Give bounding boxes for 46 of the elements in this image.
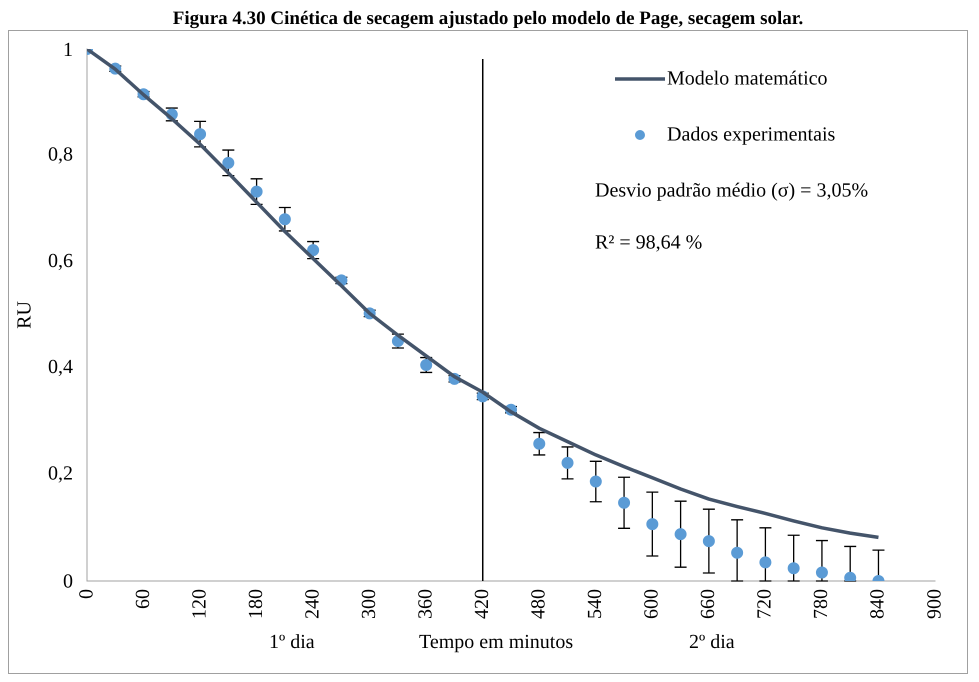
x-tick-label: 420 — [470, 589, 493, 619]
x-tick-label: 180 — [244, 589, 267, 619]
x-tick-label: 240 — [301, 589, 324, 619]
point — [759, 556, 772, 568]
text: 2º dia — [689, 631, 735, 654]
x-tick-label: 480 — [528, 589, 550, 619]
point — [788, 562, 800, 574]
point — [646, 518, 658, 530]
chart-title: Figura 4.30 Cinética de secagem ajustado pelo modelo de Page, secagem solar. — [172, 8, 804, 30]
x-tick-label: 360 — [414, 589, 436, 619]
point — [618, 496, 630, 509]
x-axis-title: Tempo em minutos — [419, 631, 574, 654]
point — [816, 566, 828, 578]
x-tick-label: 120 — [188, 589, 210, 619]
x-tick-label: 780 — [810, 589, 832, 619]
y-tick-label: 0 — [63, 570, 73, 592]
x-tick-label: 60 — [132, 589, 154, 609]
x-tick-label: 300 — [358, 589, 380, 619]
legend-label: Dados experimentais — [667, 123, 836, 146]
x-tick-label: 720 — [754, 589, 776, 619]
y-tick-label: 0,4 — [48, 356, 73, 378]
point — [562, 456, 574, 469]
annotation: R² = 98,64 % — [595, 231, 702, 254]
legend-label: Modelo matemático — [667, 67, 828, 90]
x-tick-label: 0 — [75, 589, 98, 599]
text: 1º dia — [269, 631, 315, 654]
point — [250, 186, 263, 198]
point — [702, 535, 715, 548]
point — [590, 476, 602, 488]
point — [533, 438, 546, 450]
annotation: Desvio padrão médio (σ) = 3,05% — [595, 179, 868, 202]
y-tick-label: 0,8 — [48, 143, 73, 166]
point — [278, 213, 291, 226]
point — [674, 528, 687, 540]
point — [194, 128, 206, 140]
y-tick-label: 0,2 — [48, 462, 73, 485]
x-tick-label: 600 — [640, 589, 663, 619]
x-tick-label: 660 — [697, 589, 720, 619]
point — [731, 546, 744, 559]
x-tick-label: 900 — [923, 589, 946, 619]
point — [222, 156, 234, 169]
y-tick-label: 0,6 — [48, 250, 73, 272]
x-tick-label: 840 — [866, 589, 889, 619]
y-axis-title: RU — [13, 300, 36, 329]
y-tick-label: 1 — [63, 39, 73, 61]
x-tick-label: 540 — [584, 589, 606, 619]
